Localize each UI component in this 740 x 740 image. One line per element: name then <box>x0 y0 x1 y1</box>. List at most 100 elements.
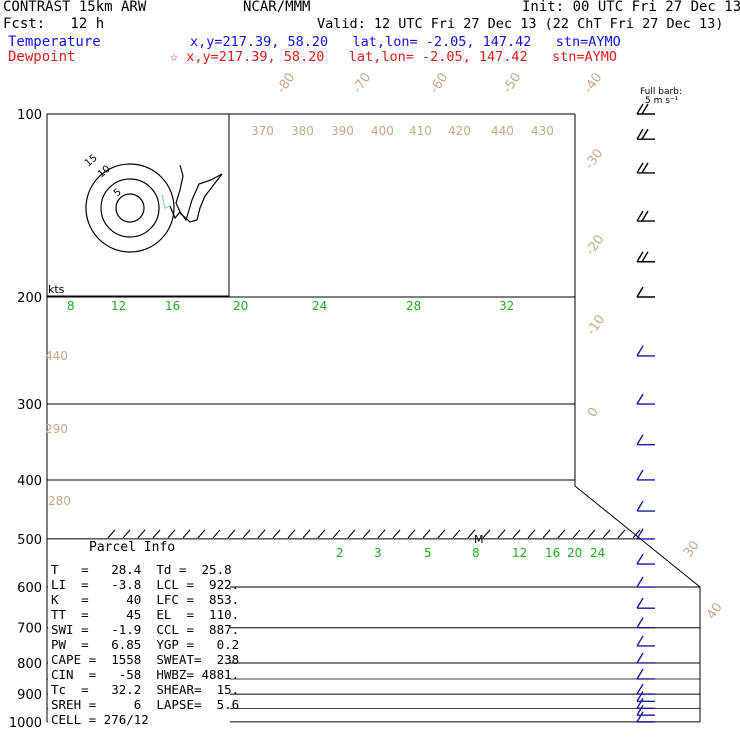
hatch-mark <box>497 529 506 539</box>
theta-label: 370 <box>251 124 274 138</box>
parcel-row: CIN = -58 HWBZ= 4881. <box>51 667 240 682</box>
pressure-label: 300 <box>17 398 42 413</box>
mixing-ratio-label: 28 <box>406 299 421 313</box>
parcel-row: CAPE = 1558 SWEAT= 238 <box>51 652 240 667</box>
hatch-mark <box>362 529 371 539</box>
mixing-ratio-label: 24 <box>312 299 327 313</box>
init-time: Init: 00 UTC Fri 27 Dec 13 <box>522 0 740 15</box>
wind-barb-flag <box>636 704 644 716</box>
isotherm-label: -80 <box>274 70 298 96</box>
isotherm-label: -20 <box>583 232 607 258</box>
hatch-mark <box>167 529 176 539</box>
isotherm-label: -30 <box>582 146 606 172</box>
pressure-label: 100 <box>17 108 42 123</box>
right-frame <box>574 114 701 722</box>
wind-barb-flag <box>636 162 644 174</box>
hatch-mark <box>587 529 596 539</box>
hatch-mark <box>422 529 431 539</box>
hatch-mark <box>272 529 281 539</box>
wind-barb-flag <box>636 393 644 405</box>
wind-barb-flag <box>636 652 644 664</box>
barb-legend-line1: Full barb: <box>640 87 682 97</box>
forecast-hour: Fcst: 12 h <box>3 16 105 32</box>
pressure-label: 900 <box>17 688 42 703</box>
theta-label: 440 <box>45 349 68 363</box>
wind-barb-flag <box>636 469 644 481</box>
parcel-info-panel: Parcel Info T = 28.4 Td = 25.8 LI = -3.8… <box>48 540 239 732</box>
parcel-info-title: Parcel Info <box>89 540 176 555</box>
wind-barb-flag <box>636 210 644 222</box>
pressure-label: 500 <box>17 533 42 548</box>
model-title: CONTRAST 15km ARW <box>3 0 147 15</box>
mixing-ratio-label: 5 <box>424 546 432 560</box>
mixing-ratio-label: 24 <box>590 546 605 560</box>
temperature-legend-label: Temperature <box>8 34 101 50</box>
pressure-label: 800 <box>17 657 42 672</box>
theta-label: 420 <box>448 124 471 138</box>
hodograph-ring-label: 5 <box>112 187 124 200</box>
wind-barbs <box>636 103 655 723</box>
parcel-row: K = 40 LFC = 853. <box>51 592 240 607</box>
wind-barb-flag <box>641 210 649 222</box>
wind-barb-flag <box>641 128 649 140</box>
isotherm-label: -70 <box>350 70 374 96</box>
parcel-row: SWI = -1.9 CCL = 887. <box>51 622 240 637</box>
pressure-label: 200 <box>17 291 42 306</box>
hodograph-trace <box>169 164 223 223</box>
mixing-ratio-label: 3 <box>374 546 382 560</box>
pressure-label: 1000 <box>9 716 42 731</box>
dewpoint-legend-label: Dewpoint <box>8 49 76 65</box>
mixing-ratio-label: 16 <box>545 546 560 560</box>
parcel-row: Tc = 32.2 SHEAR= 15. <box>51 682 240 697</box>
hodograph-box <box>46 113 230 297</box>
hatch-mark <box>542 529 551 539</box>
hatch-mark <box>257 529 266 539</box>
wind-barb-flag <box>636 576 644 588</box>
wind-barb-flag <box>636 635 644 647</box>
hatch-mark <box>137 529 146 539</box>
hatch-mark <box>152 529 161 539</box>
hodograph-ring <box>100 178 160 238</box>
isotherm-label: 30 <box>681 538 703 560</box>
isotherm-label: -10 <box>584 312 608 338</box>
mixing-ratio-label: 32 <box>499 299 514 313</box>
temperature-location: x,y=217.39, 58.20 lat,lon= -2.05, 147.42… <box>190 34 621 50</box>
theta-label: 390 <box>331 124 354 138</box>
pressure-label: 400 <box>17 474 42 489</box>
isotherm-label: -50 <box>500 70 524 96</box>
hatch-mark <box>182 529 191 539</box>
wind-barb-flag <box>636 597 644 609</box>
hodograph-ring <box>115 193 145 223</box>
hatch-mark <box>302 529 311 539</box>
wind-barb-flag <box>636 103 644 115</box>
hatch-mark <box>212 529 221 539</box>
theta-label: 280 <box>48 494 71 508</box>
mixing-ratio-label: 2 <box>336 546 344 560</box>
wind-barb-flag <box>641 162 649 174</box>
isotherm-label: 40 <box>704 600 726 622</box>
wind-barb-flag <box>636 553 644 565</box>
isotherm-label: -40 <box>581 70 605 96</box>
hatch-mark <box>452 529 461 539</box>
hatch-mark <box>482 529 491 539</box>
hatch-mark <box>332 529 341 539</box>
wind-barb-flag <box>636 128 644 140</box>
theta-label: 430 <box>531 124 554 138</box>
hatch-mark <box>107 529 116 539</box>
parcel-row: CELL = 276/12 <box>51 712 149 727</box>
hatch-mark <box>407 529 416 539</box>
pressure-label: 600 <box>17 581 42 596</box>
wind-barb-flag <box>636 711 644 723</box>
hatch-mark <box>377 529 386 539</box>
hatch-mark <box>467 529 476 539</box>
hatch-mark <box>617 529 626 539</box>
parcel-row: PW = 6.85 YGP = 0.2 <box>51 637 240 652</box>
theta-label: 380 <box>291 124 314 138</box>
wind-barb-flag <box>636 528 644 540</box>
hodograph-units: kts <box>48 283 65 296</box>
mixing-ratio-label: 8 <box>472 546 480 560</box>
mixing-ratio-label: 12 <box>111 299 126 313</box>
parcel-row: T = 28.4 Td = 25.8 <box>51 562 232 577</box>
theta-label: 410 <box>409 124 432 138</box>
wind-barb-flag <box>641 103 649 115</box>
